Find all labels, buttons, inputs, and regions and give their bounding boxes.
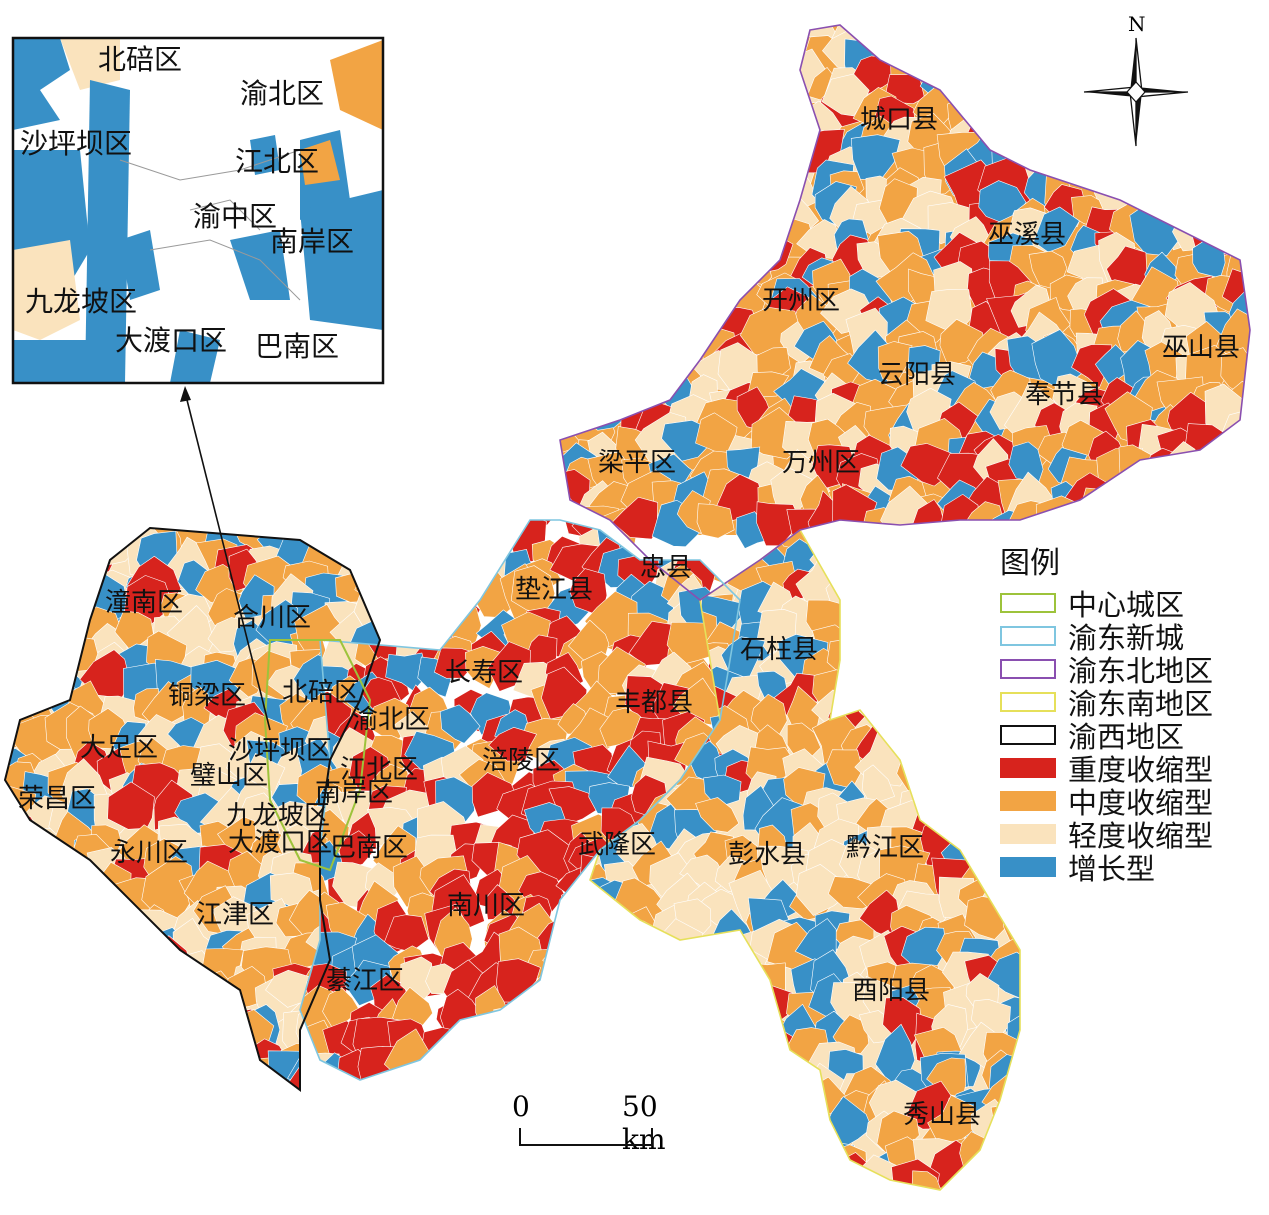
label-dazu: 大足区 <box>80 735 158 761</box>
legend-swatch <box>1000 824 1056 844</box>
label-tongnan: 潼南区 <box>105 590 183 616</box>
label-dadukou: 大渡口区 <box>228 830 332 856</box>
legend-swatch <box>1000 758 1056 778</box>
legend-swatch <box>1000 725 1056 745</box>
label-fengdu: 丰都县 <box>615 690 693 716</box>
label-wulong: 武隆区 <box>578 832 656 858</box>
label-jiulongpo: 九龙坡区 <box>226 803 330 829</box>
legend-swatch <box>1000 659 1056 679</box>
label-kaizhou: 开州区 <box>762 288 840 314</box>
label-qianjiang: 黔江区 <box>846 835 924 861</box>
label-banan: 巴南区 <box>330 835 408 861</box>
north-arrow: N <box>1078 10 1194 150</box>
legend-swatch <box>1000 791 1056 811</box>
legend-swatch <box>1000 593 1056 613</box>
label-qijiang: 綦江区 <box>326 968 404 994</box>
label-yongchuan: 永川区 <box>110 840 188 866</box>
legend-swatch <box>1000 692 1056 712</box>
label-wuxi: 巫溪县 <box>988 222 1066 248</box>
label-changshou: 长寿区 <box>445 660 523 686</box>
inset-label-banan: 巴南区 <box>255 333 339 361</box>
inset-label-dadukou: 大渡口区 <box>115 327 227 355</box>
label-wanzhou: 万州区 <box>782 450 860 476</box>
label-pengshui: 彭水县 <box>728 842 806 868</box>
legend-swatch <box>1000 626 1056 646</box>
inset-label-beibei: 北碚区 <box>98 46 182 74</box>
legend-title: 图例 <box>1000 538 1268 582</box>
label-xiushan: 秀山县 <box>903 1102 981 1128</box>
label-chengkou: 城口县 <box>860 107 938 133</box>
label-bishan: 璧山区 <box>190 763 268 789</box>
inset-label-nanan: 南岸区 <box>270 228 354 256</box>
inset-label-yuzhong: 渝中区 <box>193 203 277 231</box>
label-liangping: 梁平区 <box>598 450 676 476</box>
label-shizhu: 石柱县 <box>740 637 818 663</box>
label-beibei: 北碚区 <box>282 680 360 706</box>
north-label: N <box>1128 12 1146 36</box>
label-fengjie: 奉节县 <box>1025 382 1103 408</box>
label-nanchuan: 南川区 <box>447 893 525 919</box>
map-legend: 图例 中心城区渝东新城渝东北地区渝东南地区渝西地区重度收缩型中度收缩型轻度收缩型… <box>1000 538 1268 883</box>
label-hechuan: 合川区 <box>233 605 311 631</box>
label-rongchang: 荣昌区 <box>18 786 96 812</box>
label-yunyang: 云阳县 <box>878 362 956 388</box>
inset-label-yubei: 渝北区 <box>240 80 324 108</box>
scale-bar: 0 50 km <box>510 1090 670 1150</box>
legend-swatch <box>1000 857 1056 877</box>
inset-label-shapingba: 沙坪坝区 <box>20 130 132 158</box>
label-wushan: 巫山县 <box>1162 335 1240 361</box>
label-jiangjin: 江津区 <box>196 902 274 928</box>
label-tongliang: 铜梁区 <box>168 683 246 709</box>
label-dianjiang: 垫江县 <box>515 577 593 603</box>
legend-item-label: 增长型 <box>1068 846 1155 888</box>
label-zhongxian: 忠县 <box>640 555 692 581</box>
inset-pointer-arrowhead <box>180 386 191 402</box>
label-yubei: 渝北区 <box>352 707 430 733</box>
inset-label-jiangbei: 江北区 <box>235 148 319 176</box>
label-fuling: 涪陵区 <box>482 748 560 774</box>
legend-item: 增长型 <box>1000 850 1268 883</box>
inset-label-jiulongpo: 九龙坡区 <box>25 288 137 316</box>
label-youyang: 酉阳县 <box>852 978 930 1004</box>
